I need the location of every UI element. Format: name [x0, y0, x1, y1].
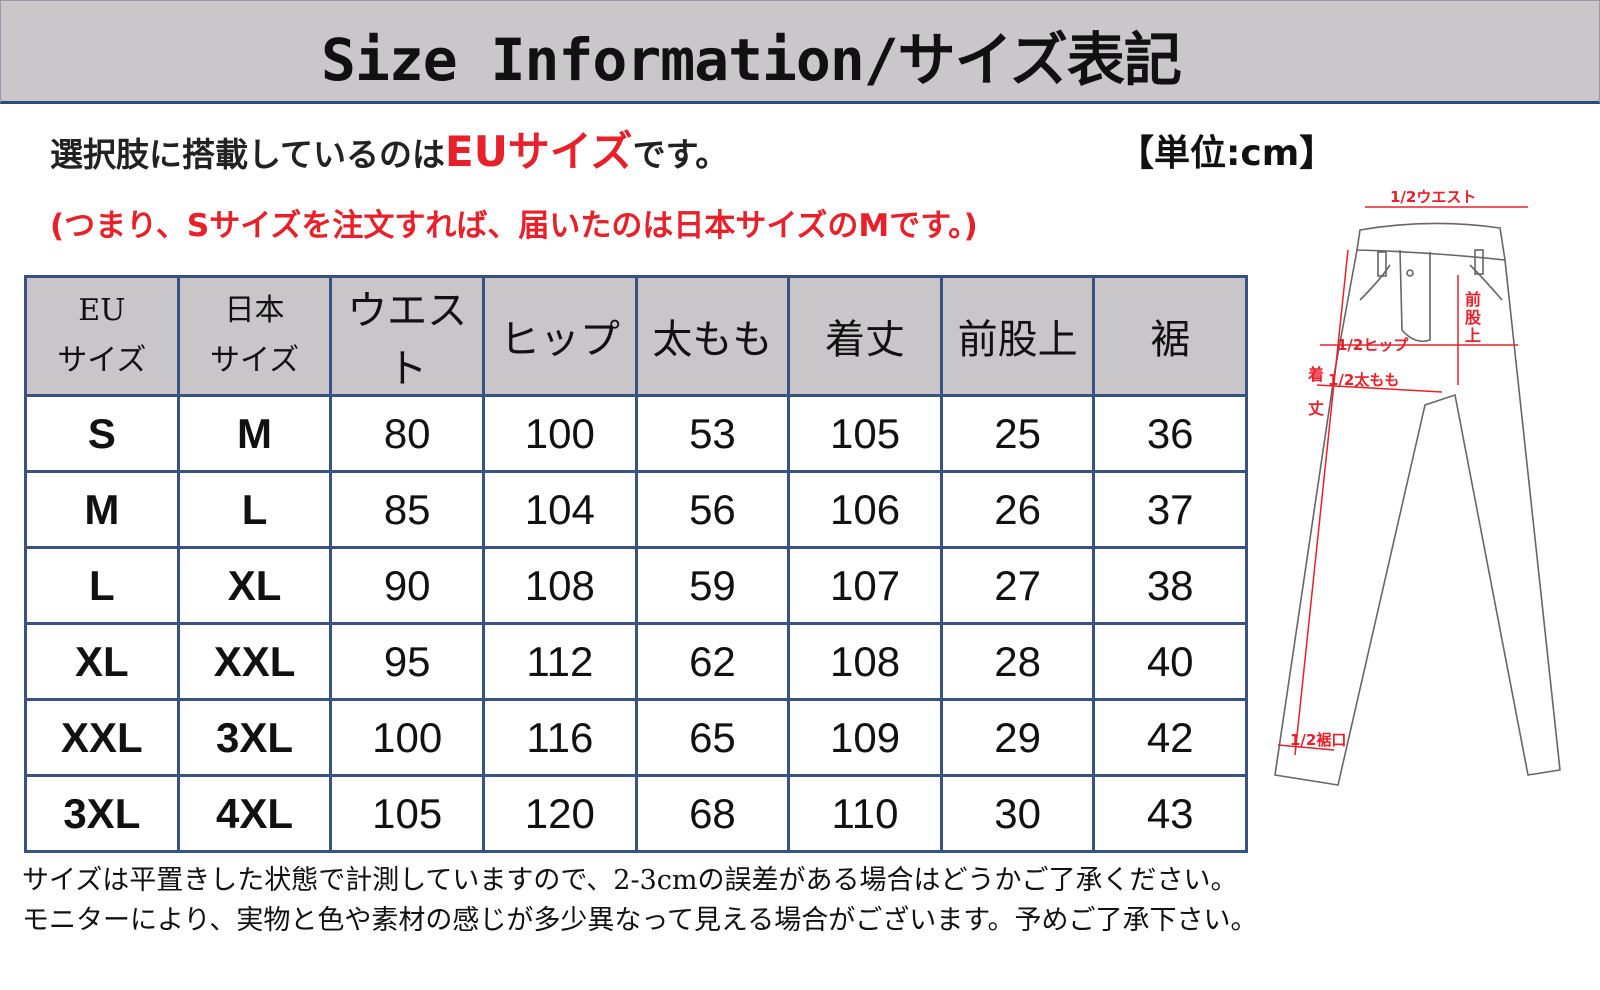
note-highlight: EUサイズ — [445, 127, 633, 176]
measurement-cell: 62 — [634, 622, 791, 701]
measurement-cell: 53 — [634, 394, 791, 473]
title-bar: Size Information/サイズ表記 — [0, 0, 1600, 104]
header-line1: EU — [78, 293, 126, 328]
footer-note-1: サイズは平置きした状態で計測していますので、2-3cmの誤差がある場合はどうかご… — [22, 865, 1238, 896]
size-table: EU サイズ 日本 サイズ ウエスト ヒップ 太もも 着丈 前股上裾 S M 80 100 53 105 2… — [24, 275, 1248, 853]
table-row: 3XL 4XL 105 120 68 110 30 43 — [24, 774, 1248, 853]
header-line2: サイズ — [209, 343, 300, 378]
column-header: 着丈 — [787, 275, 943, 397]
size-cell: XL — [24, 622, 180, 701]
size-cell: XXL — [176, 622, 333, 701]
pants-diagram: 1/2ウエスト 1/2ヒップ 1/2太もも 1/2裾口 前股上 着丈 — [1274, 188, 1561, 786]
measurement-arrows — [1277, 206, 1528, 756]
measurement-cell: 56 — [634, 470, 791, 549]
size-note-red: (つまり、Sサイズを注文すれば、届いたのは日本サイズのMです。) — [50, 208, 978, 244]
measurement-cell: 100 — [329, 698, 486, 777]
size-cell: XXL — [24, 698, 180, 777]
header-line1: 日本 — [224, 293, 285, 328]
page-title: Size Information/サイズ表記 — [321, 26, 1182, 94]
column-header: ヒップ — [482, 275, 638, 397]
measurement-cell: 40 — [1092, 622, 1248, 701]
size-cell: 4XL — [176, 774, 333, 853]
column-header: EU サイズ — [24, 275, 180, 397]
measurement-cell: 116 — [482, 698, 638, 777]
measurement-cell: 106 — [787, 470, 943, 549]
measurement-cell: 29 — [939, 698, 1096, 777]
table-row: M L 85 104 56 106 26 37 — [24, 470, 1248, 549]
measurement-cell: 25 — [939, 394, 1096, 473]
length-label: 着丈 — [1307, 365, 1324, 418]
size-note: 選択肢に搭載しているのはEUサイズです。 — [50, 118, 728, 179]
size-cell: L — [24, 546, 180, 625]
measurement-cell: 36 — [1092, 394, 1248, 473]
measurement-cell: 105 — [329, 774, 486, 853]
measurement-cell: 37 — [1092, 470, 1248, 549]
size-cell: XL — [176, 546, 333, 625]
measurement-cell: 80 — [329, 394, 486, 473]
size-cell: M — [24, 470, 180, 549]
measurement-cell: 27 — [939, 546, 1096, 625]
waist-label: 1/2ウエスト — [1390, 188, 1476, 206]
measurement-cell: 100 — [482, 394, 638, 473]
rise-label: 前股上 — [1465, 290, 1482, 345]
measurement-cell: 43 — [1092, 774, 1248, 853]
measurement-cell: 110 — [787, 774, 943, 853]
size-cell: S — [24, 394, 180, 473]
table-header: EU サイズ 日本 サイズ ウエスト ヒップ 太もも 着丈 前股上裾 — [24, 275, 1248, 397]
measurement-cell: 112 — [482, 622, 638, 701]
hem-label: 1/2裾口 — [1290, 731, 1346, 749]
table-row: S M 80 100 53 105 25 36 — [24, 394, 1248, 473]
footer-note-2: モニターにより、実物と色や素材の感じが多少異なって見える場合がございます。予めご… — [22, 905, 1258, 936]
measurement-cell: 65 — [634, 698, 791, 777]
measurement-cell: 42 — [1092, 698, 1248, 777]
measurement-cell: 95 — [329, 622, 486, 701]
unit-label: 【単位:cm】 — [1118, 133, 1336, 174]
measurement-cell: 68 — [634, 774, 791, 853]
measurement-cell: 108 — [482, 546, 638, 625]
measurement-cell: 38 — [1092, 546, 1248, 625]
thigh-label: 1/2太もも — [1328, 371, 1399, 389]
size-cell: L — [176, 470, 333, 549]
measurement-cell: 120 — [482, 774, 638, 853]
pants-outline — [1274, 222, 1561, 786]
column-header: ウエスト — [329, 275, 486, 397]
size-cell: 3XL — [24, 774, 180, 853]
measurement-cell: 108 — [787, 622, 943, 701]
table-row: XL XXL 95 112 62 108 28 40 — [24, 622, 1248, 701]
measurement-cell: 109 — [787, 698, 943, 777]
note-prefix: 選択肢に搭載しているのは — [50, 135, 446, 174]
table-row: L XL 90 108 59 107 27 38 — [24, 546, 1248, 625]
measurement-cell: 104 — [482, 470, 638, 549]
measurement-cell: 90 — [329, 546, 486, 625]
measurement-cell: 59 — [634, 546, 791, 625]
header-line2: サイズ — [57, 343, 147, 378]
measurement-cell: 28 — [939, 622, 1096, 701]
table-row: XXL 3XL 100 116 65 109 29 42 — [24, 698, 1248, 777]
measurement-cell: 85 — [329, 470, 486, 549]
size-cell: 3XL — [176, 698, 333, 777]
column-header: 太もも — [634, 275, 791, 397]
note-suffix: です。 — [632, 135, 729, 174]
measurement-cell: 105 — [787, 394, 943, 473]
column-header: 日本 サイズ — [176, 275, 333, 397]
size-cell: M — [176, 394, 333, 473]
measurement-cell: 30 — [939, 774, 1096, 853]
column-header: 前股上 — [939, 275, 1096, 397]
measurement-cell: 26 — [939, 470, 1096, 549]
hip-label: 1/2ヒップ — [1337, 336, 1409, 354]
column-header: 裾 — [1092, 275, 1248, 397]
measurement-cell: 107 — [787, 546, 943, 625]
